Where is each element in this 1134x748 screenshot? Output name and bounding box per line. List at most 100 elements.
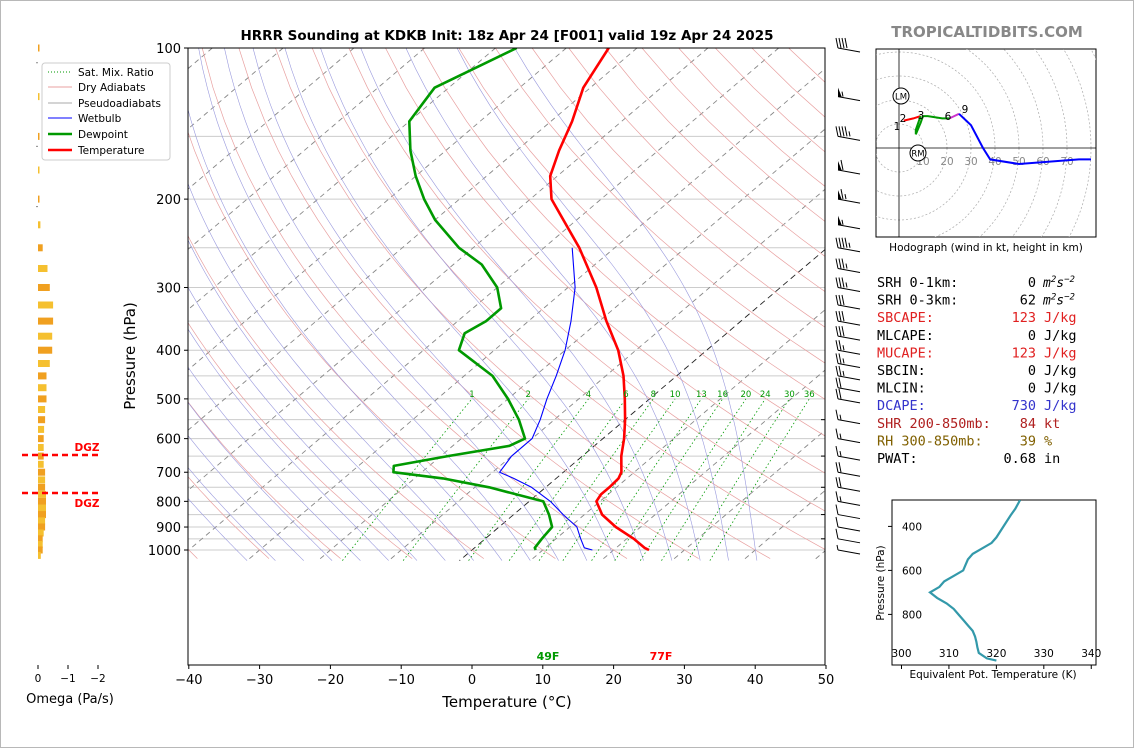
wind-barb <box>837 215 861 230</box>
wind-barb <box>835 340 861 355</box>
barb-staff <box>837 419 861 425</box>
skewt-lines <box>392 48 650 552</box>
y-tick-label: 500 <box>156 393 181 408</box>
theta-e-xlabel: Equivalent Pot. Temperature (K) <box>909 669 1076 681</box>
hodo-height-label: 6 <box>945 111 952 123</box>
x-tick-label: −40 <box>175 673 202 688</box>
hodo-rm-marker: RM <box>909 144 927 162</box>
barb-full <box>835 445 839 457</box>
isotherm--10 <box>388 188 825 561</box>
x-tick-label: 30 <box>676 673 693 688</box>
barb-full <box>841 237 845 248</box>
hodo-segment <box>958 113 1091 166</box>
omega-bar <box>38 332 53 340</box>
mixing-ratio-label: 30 <box>784 390 795 400</box>
index-value: 39 <box>1020 433 1036 449</box>
index-unit: % <box>1044 433 1052 449</box>
pseudoadiabat--10 <box>188 328 389 561</box>
barb-flag <box>838 215 842 226</box>
omega-ticks: 0 −1 −2 <box>35 62 106 685</box>
wind-barb <box>835 516 861 532</box>
barb-full <box>838 126 842 137</box>
hodo-segment <box>903 115 921 122</box>
omega-bar <box>38 301 54 309</box>
barb-full <box>835 504 839 515</box>
wind-barb <box>837 87 861 102</box>
index-unit: J/kg <box>1044 345 1077 361</box>
index-label: MUCAPE: <box>877 345 934 361</box>
index-value: 123 <box>1012 310 1036 326</box>
barb-full <box>838 477 842 488</box>
mixing-ratio-line-20 <box>639 398 747 561</box>
index-unit: J/kg <box>1044 381 1077 397</box>
omega-bar <box>38 435 44 443</box>
omega-bar <box>38 504 46 512</box>
barb-half <box>848 131 851 137</box>
omega-bar <box>38 132 40 140</box>
barb-half <box>841 219 844 225</box>
x-tick-label: −10 <box>387 673 414 688</box>
mixing-ratio-line-8 <box>538 398 654 561</box>
barb-staff <box>837 387 861 393</box>
omega-bar <box>38 523 46 531</box>
index-unit: J/kg <box>1044 398 1077 414</box>
omega-bar <box>38 490 46 498</box>
omega-bar <box>38 360 50 367</box>
dry-adiabat-120 <box>568 48 825 292</box>
omega-bar <box>38 483 46 491</box>
legend-label-dry-adiabats: Dry Adiabats <box>78 82 146 94</box>
barb-staff <box>837 471 861 477</box>
dry-adiabat-40 <box>275 48 771 559</box>
legend-label-dewpoint: Dewpoint <box>78 129 128 141</box>
x-tick-label: 50 <box>818 673 835 688</box>
dry-adiabat-110 <box>531 48 825 328</box>
omega-bar <box>38 406 46 413</box>
te-x-tick-label: 340 <box>1081 648 1101 660</box>
te-x-tick-label: 300 <box>891 648 911 660</box>
wetbulb-line <box>499 247 593 551</box>
mixing-ratio-label: 24 <box>760 390 771 400</box>
barb-full <box>838 377 842 388</box>
barb-full <box>835 388 839 399</box>
pseudoadiabat--18 <box>188 401 333 561</box>
barb-flag <box>838 161 842 172</box>
barb-full <box>835 258 839 269</box>
te-x-tick-label: 330 <box>1034 648 1054 660</box>
wind-barb <box>835 237 861 253</box>
wind-barb <box>835 477 861 492</box>
barb-full <box>835 294 839 306</box>
barb-flag <box>838 87 842 98</box>
mixing-ratio-label: 1 <box>469 390 474 400</box>
hodograph-caption: Hodograph (wind in kt, height in km) <box>889 242 1083 254</box>
omega-bar <box>38 425 45 433</box>
isotherm-10 <box>530 309 825 561</box>
pseudoadiabat--26 <box>188 467 276 561</box>
omega-bar <box>38 416 46 424</box>
x-tick-label: 40 <box>747 673 764 688</box>
wind-barb <box>835 37 861 53</box>
barb-full <box>838 37 842 49</box>
lm-circle <box>892 87 910 105</box>
barb-full <box>838 353 842 364</box>
wind-barb <box>835 311 861 326</box>
mixing-ratio-label: 4 <box>586 390 591 400</box>
isotherm--70 <box>188 48 567 371</box>
omega-bar <box>38 195 40 203</box>
pseudoadiabat--6 <box>188 286 418 561</box>
te-y-tick-label: 400 <box>902 521 922 533</box>
temperature-line <box>548 48 650 552</box>
barb-half <box>841 91 844 97</box>
barb-full <box>840 189 844 200</box>
index-unit: J/kg <box>1044 363 1077 379</box>
pseudoadiabat-18 <box>252 48 588 561</box>
rm-text: RM <box>911 150 924 160</box>
barb-full <box>844 126 848 137</box>
omega-bar <box>38 372 47 380</box>
dgz-label-bottom: DGZ <box>75 498 100 510</box>
skewt-frame <box>187 47 826 666</box>
barb-half <box>845 282 848 288</box>
barb-full <box>835 340 839 351</box>
isotherm--50 <box>188 48 709 492</box>
barb-full <box>838 311 842 322</box>
